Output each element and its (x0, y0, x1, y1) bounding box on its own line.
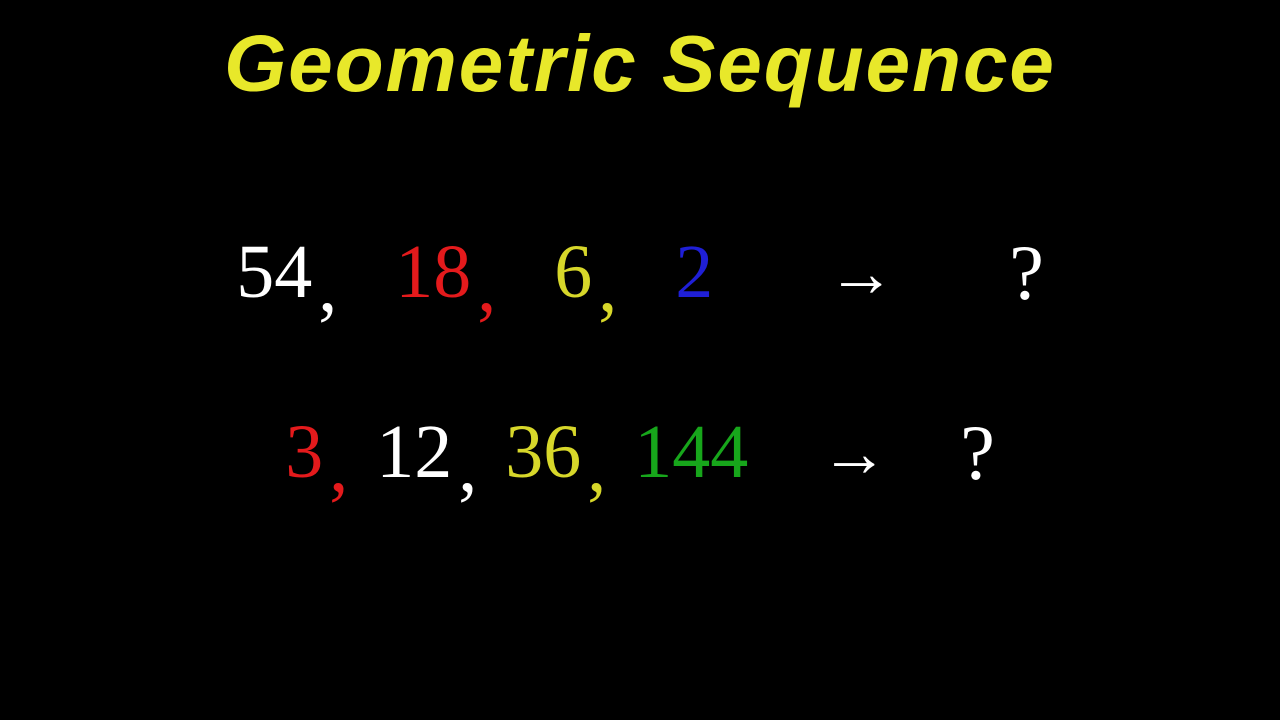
comma-icon: , (477, 245, 500, 329)
seq1-term-2: 18 (389, 231, 477, 315)
arrow-icon: → (802, 416, 906, 491)
seq2-term-1: 3 (279, 411, 329, 495)
unknown-term: ? (1003, 230, 1050, 316)
page-title: Geometric Sequence (0, 18, 1280, 110)
unknown-term: ? (954, 410, 1001, 496)
comma-icon: , (587, 425, 610, 509)
comma-icon: , (458, 425, 481, 509)
seq1-term-3: 6 (548, 231, 598, 315)
sequence-row-1: 54 , 18 , 6 , 2 → ? (0, 230, 1280, 316)
seq1-term-1: 54 (230, 231, 318, 315)
seq2-term-4: 144 (628, 411, 754, 495)
sequence-row-2: 3 , 12 , 36 , 144 → ? (0, 410, 1280, 496)
seq1-term-4: 2 (669, 231, 719, 315)
seq2-term-3: 36 (499, 411, 587, 495)
comma-icon: , (329, 425, 352, 509)
comma-icon: , (598, 245, 621, 329)
arrow-icon: → (809, 236, 913, 311)
comma-icon: , (318, 245, 341, 329)
seq2-term-2: 12 (370, 411, 458, 495)
